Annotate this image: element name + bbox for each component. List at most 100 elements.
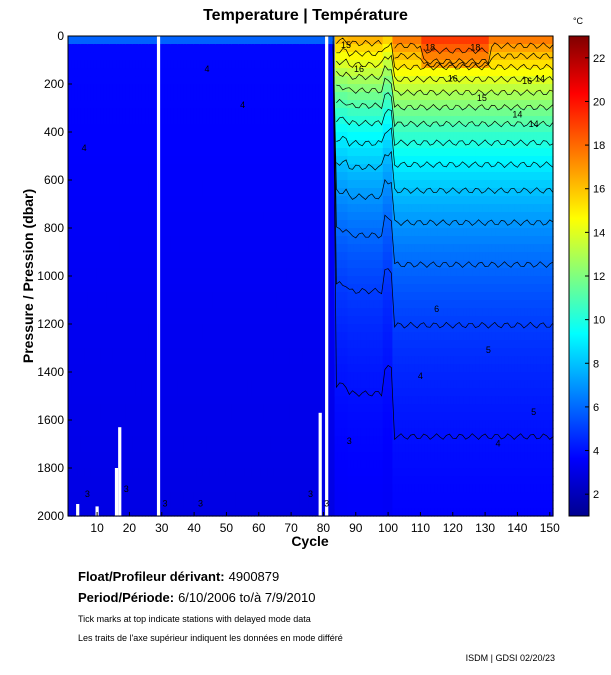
heatmap-cell <box>267 380 271 389</box>
heatmap-cell <box>199 212 204 221</box>
heatmap-cell <box>84 140 88 149</box>
heatmap-cell <box>206 396 210 405</box>
heatmap-cell <box>289 324 294 333</box>
heatmap-cell <box>68 252 72 261</box>
heatmap-cell <box>308 452 313 461</box>
heatmap-cell <box>299 412 304 421</box>
heatmap-cell <box>312 468 316 477</box>
heatmap-cell <box>251 484 255 493</box>
heatmap-cell <box>321 308 326 317</box>
heatmap-cell <box>254 460 259 469</box>
heatmap-cell <box>251 36 255 45</box>
heatmap-cell <box>218 332 223 341</box>
heatmap-cell <box>196 132 201 141</box>
heatmap-cell <box>279 212 284 221</box>
heatmap-cell <box>254 108 259 117</box>
heatmap-cell <box>283 164 288 173</box>
heatmap-cell <box>132 468 137 477</box>
heatmap-cell <box>251 284 255 293</box>
heatmap-cell <box>222 436 226 445</box>
heatmap-cell <box>315 172 320 181</box>
heatmap-cell <box>106 36 111 45</box>
heatmap-cell <box>77 444 82 453</box>
heatmap-cell <box>305 204 310 213</box>
heatmap-cell <box>289 236 294 245</box>
heatmap-cell <box>244 476 249 485</box>
heatmap-cell <box>145 420 149 429</box>
heatmap-cell <box>138 236 143 245</box>
heatmap-cell <box>129 236 133 245</box>
heatmap-cell <box>135 492 140 501</box>
heatmap-cell <box>151 348 156 357</box>
heatmap-cell <box>109 276 114 285</box>
heatmap-cell <box>212 428 217 437</box>
heatmap-cell <box>167 508 172 517</box>
heatmap-cell <box>167 356 172 365</box>
heatmap-cell <box>218 372 223 381</box>
heatmap-cell <box>257 188 262 197</box>
heatmap-cell <box>96 380 101 389</box>
heatmap-cell <box>202 476 207 485</box>
heatmap-cell <box>77 508 82 517</box>
heatmap-cell <box>141 356 146 365</box>
heatmap-cell <box>260 420 265 429</box>
heatmap-cell <box>241 364 246 373</box>
heatmap-cell <box>305 124 310 133</box>
heatmap-cell <box>283 236 288 245</box>
heatmap-cell <box>173 44 178 53</box>
heatmap-cell <box>279 364 284 373</box>
heatmap-cell <box>80 140 85 149</box>
heatmap-cell <box>241 212 246 221</box>
heatmap-cell <box>254 148 259 157</box>
heatmap-cell <box>154 212 159 221</box>
heatmap-cell <box>96 244 101 253</box>
heatmap-cell <box>260 220 265 229</box>
heatmap-cell <box>312 300 316 309</box>
heatmap-cell <box>270 332 275 341</box>
heatmap-cell <box>235 220 239 229</box>
heatmap-cell <box>154 148 159 157</box>
heatmap-cell <box>112 420 117 429</box>
heatmap-cell <box>173 204 178 213</box>
heatmap-cell <box>129 164 133 173</box>
heatmap-cell <box>74 292 79 301</box>
heatmap-cell <box>235 428 239 437</box>
heatmap-cell <box>279 188 284 197</box>
heatmap-cell <box>151 260 156 269</box>
heatmap-cell <box>170 340 175 349</box>
heatmap-cell <box>122 260 127 269</box>
heatmap-cell <box>84 476 88 485</box>
heatmap-cell <box>238 292 243 301</box>
heatmap-cell <box>218 52 223 61</box>
heatmap-cell <box>190 340 194 349</box>
heatmap-cell <box>106 436 111 445</box>
heatmap-cell <box>132 148 137 157</box>
heatmap-cell <box>190 380 194 389</box>
heatmap-cell <box>305 364 310 373</box>
heatmap-cell <box>296 412 300 421</box>
heatmap-cell <box>225 292 230 301</box>
heatmap-cell <box>215 124 220 133</box>
heatmap-cell <box>80 468 85 477</box>
heatmap-cell <box>305 44 310 53</box>
heatmap-cell <box>173 212 178 221</box>
heatmap-cell <box>151 60 156 69</box>
heatmap-cell <box>222 156 226 165</box>
heatmap-cell <box>183 308 188 317</box>
heatmap-cell <box>164 52 169 61</box>
heatmap-cell <box>202 148 207 157</box>
heatmap-cell <box>321 60 326 69</box>
heatmap-cell <box>77 284 82 293</box>
heatmap-cell <box>180 180 185 189</box>
heatmap-cell <box>186 332 191 341</box>
heatmap-cell <box>138 268 143 277</box>
heatmap-cell <box>222 332 226 341</box>
heatmap-cell <box>247 180 252 189</box>
heatmap-cell <box>218 356 223 365</box>
heatmap-cell <box>328 36 332 45</box>
heatmap-cell <box>186 132 191 141</box>
heatmap-cell <box>283 212 288 221</box>
heatmap-cell <box>279 252 284 261</box>
heatmap-cell <box>215 380 220 389</box>
heatmap-cell <box>103 468 108 477</box>
